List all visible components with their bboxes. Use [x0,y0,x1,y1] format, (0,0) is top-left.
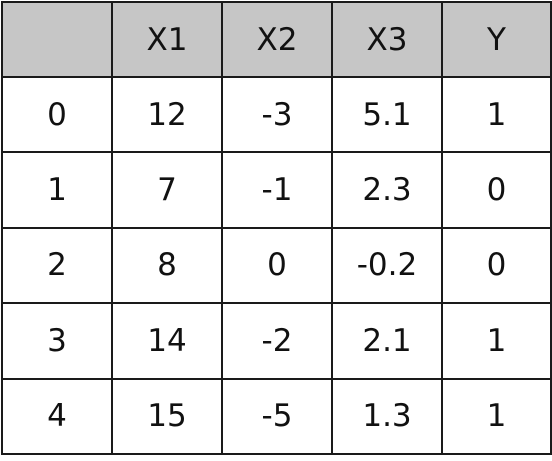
table-row: 2 8 0 -0.2 0 [1,226,552,305]
table-row: 3 14 -2 2.1 1 [1,302,552,380]
x3-cell: -0.2 [331,226,443,305]
x2-cell: -3 [221,75,333,154]
x2-cell: 0 [221,226,333,305]
x3-cell: 2.3 [331,151,443,229]
header-cell-index [1,1,113,78]
row-index-cell: 0 [1,75,113,154]
y-cell: 1 [441,377,552,456]
row-index-cell: 1 [1,151,113,229]
header-cell-x2: X2 [221,1,333,78]
y-cell: 0 [441,226,552,305]
x1-cell: 7 [111,151,223,229]
x3-cell: 2.1 [331,302,443,380]
header-cell-x1: X1 [111,1,223,78]
table-header-row: X1 X2 X3 Y [1,1,552,78]
header-cell-y: Y [441,1,552,78]
table-row: 4 15 -5 1.3 1 [1,377,552,456]
header-cell-x3: X3 [331,1,443,78]
y-cell: 0 [441,151,552,229]
x2-cell: -5 [221,377,333,456]
x3-cell: 5.1 [331,75,443,154]
x1-cell: 8 [111,226,223,305]
x1-cell: 12 [111,75,223,154]
x2-cell: -1 [221,151,333,229]
row-index-cell: 3 [1,302,113,380]
row-index-cell: 2 [1,226,113,305]
x2-cell: -2 [221,302,333,380]
x1-cell: 14 [111,302,223,380]
row-index-cell: 4 [1,377,113,456]
y-cell: 1 [441,302,552,380]
y-cell: 1 [441,75,552,154]
x1-cell: 15 [111,377,223,456]
table-row: 1 7 -1 2.3 0 [1,151,552,229]
x3-cell: 1.3 [331,377,443,456]
table-row: 0 12 -3 5.1 1 [1,75,552,154]
